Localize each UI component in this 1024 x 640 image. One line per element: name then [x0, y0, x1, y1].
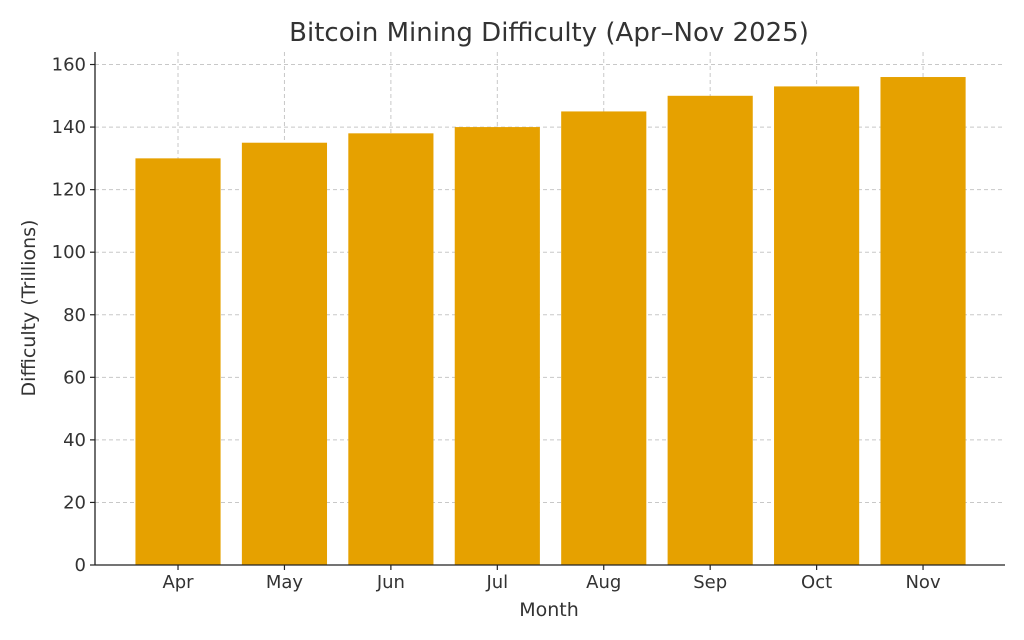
- y-tick-label: 120: [52, 180, 86, 201]
- bar-oct: [774, 86, 860, 565]
- y-tick-label: 160: [52, 55, 86, 76]
- bar-may: [241, 142, 328, 565]
- grid: [95, 52, 1005, 566]
- y-tick-label: 60: [63, 367, 86, 388]
- y-ticks: 0 20 40 60 80 100 120 140 160: [52, 55, 95, 576]
- y-tick-label: 100: [52, 242, 86, 263]
- bar-apr: [135, 158, 221, 566]
- y-tick-label: 0: [75, 555, 86, 576]
- y-tick-label: 140: [52, 117, 86, 138]
- y-tick-label: 20: [63, 492, 86, 513]
- bar-nov: [880, 77, 966, 566]
- y-tick-label: 80: [63, 305, 86, 326]
- x-tick-label: Nov: [905, 572, 940, 593]
- x-ticks: Apr May Jun Jul Aug Sep Oct Nov: [162, 565, 941, 593]
- x-tick-label: Jun: [376, 572, 405, 593]
- bar-jun: [348, 133, 434, 565]
- x-tick-label: May: [266, 572, 304, 593]
- bar-jul: [454, 127, 540, 565]
- x-tick-label: Aug: [586, 572, 621, 593]
- bars: [135, 77, 966, 566]
- chart-title: Bitcoin Mining Difficulty (Apr–Nov 2025): [289, 18, 809, 48]
- x-tick-label: Jul: [485, 572, 508, 593]
- y-tick-label: 40: [63, 430, 86, 451]
- bar-sep: [667, 95, 753, 565]
- bar-aug: [561, 111, 647, 566]
- x-tick-label: Sep: [693, 572, 727, 593]
- x-tick-label: Apr: [162, 572, 194, 593]
- axes: [94, 52, 1005, 566]
- x-axis-label: Month: [519, 599, 579, 621]
- y-axis-label: Difficulty (Trillions): [18, 220, 40, 397]
- x-tick-label: Oct: [801, 572, 832, 593]
